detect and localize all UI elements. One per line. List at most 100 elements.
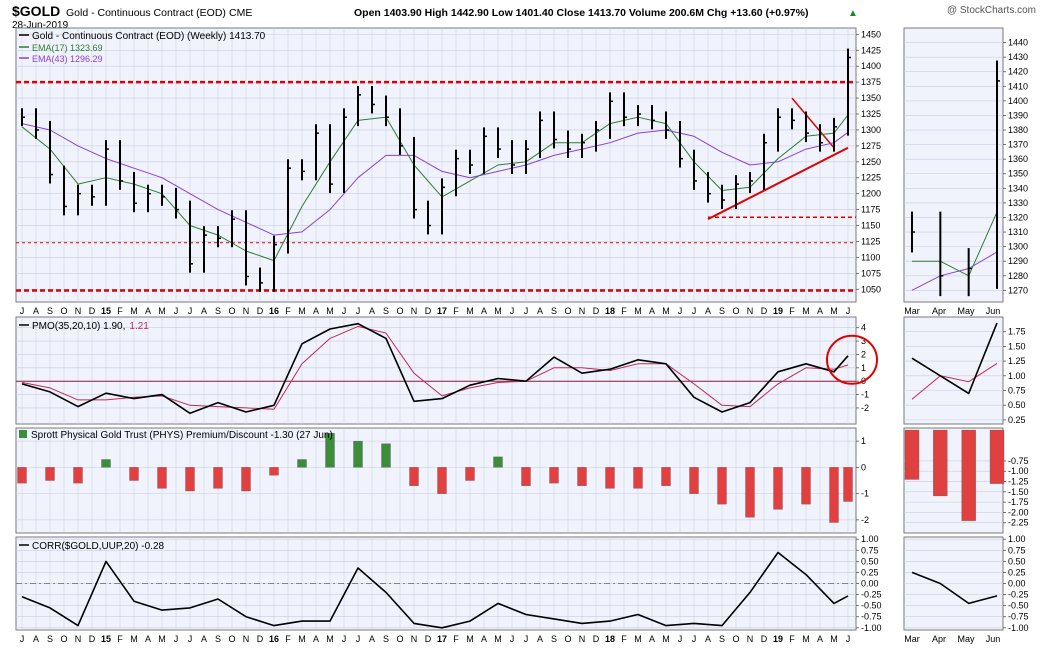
premium-detail-panel — [903, 427, 1004, 534]
x-tick-label: O — [396, 634, 403, 644]
x-tick-label: F — [453, 634, 459, 644]
price-tick-label: 1150 — [861, 221, 880, 231]
pmo-legend-main: PMO(35,20,10) 1.90, — [32, 321, 125, 332]
symbol-label: $GOLD — [12, 3, 60, 19]
x-tick-label: J — [188, 634, 193, 644]
x-tick-label: A — [33, 634, 39, 644]
corr-tick-label: -1.00 — [861, 623, 882, 633]
corr-detail-axis: -1.00-0.75-0.50-0.250.00 0.250.500.751.00 — [904, 534, 1029, 633]
x-tick-label: A — [313, 306, 319, 316]
x-tick-label: N — [747, 306, 754, 316]
premium-detail-tick-label: -1.00 — [1008, 466, 1029, 476]
x-tick-label: Apr — [932, 634, 946, 644]
x-tick-label: A — [145, 634, 151, 644]
x-tick-label: J — [524, 306, 529, 316]
price-tick-label: 1300 — [861, 125, 881, 135]
premium-bar — [45, 467, 55, 481]
pmo-detail-tick-label: 1.50 — [1008, 341, 1026, 351]
x-tick-label: F — [285, 306, 291, 316]
pmo-detail-tick-label: 0.25 — [1008, 415, 1026, 425]
premium-bar — [465, 467, 475, 481]
premium-bar — [549, 467, 559, 484]
x-tick-label: M — [634, 306, 642, 316]
x-tick-label: Mar — [904, 306, 920, 316]
x-tick-label: S — [551, 306, 557, 316]
exchange-label: CME — [229, 7, 252, 19]
price-x-axis: J A S O N D 15 F M A M J J A S O N D 16 F M A M J J A S O N D 17 F M A M J J… — [20, 306, 851, 316]
x-tick-label: S — [47, 306, 53, 316]
x-tick-label: D — [89, 634, 96, 644]
x-tick-label: D — [425, 306, 432, 316]
x-tick-label: N — [411, 306, 418, 316]
pmo-detail-tick-label: 0.50 — [1008, 400, 1026, 410]
corr-detail-tick-label: -0.75 — [1008, 612, 1029, 622]
price-detail-tick-label: 1340 — [1008, 183, 1028, 193]
rising-trendline — [707, 146, 849, 221]
premium-detail-bars — [904, 429, 1005, 521]
x-tick-label: 18 — [605, 634, 615, 644]
corr-detail-tick-label: -0.50 — [1008, 601, 1029, 611]
pmo-highlight-circle — [826, 334, 878, 385]
price-detail-tick-label: 1400 — [1008, 96, 1028, 106]
x-tick-label: D — [257, 306, 264, 316]
premium-axis: -2 -1 0 1 — [16, 436, 869, 525]
premium-detail-tick-label: -2.25 — [1008, 518, 1029, 528]
x-tick-label: D — [761, 306, 768, 316]
x-tick-label: 17 — [437, 634, 447, 644]
corr-detail-tick-label: 0.25 — [1008, 567, 1026, 577]
x-tick-label: J — [846, 634, 851, 644]
price-detail-tick-label: 1280 — [1008, 271, 1028, 281]
price-tick-label: 1425 — [861, 45, 881, 55]
premium-bar — [633, 467, 643, 489]
x-tick-label: J — [510, 306, 515, 316]
pmo-legend-signal: 1.21 — [129, 321, 149, 332]
x-tick-label: M — [634, 634, 642, 644]
x-tick-label: N — [243, 306, 250, 316]
x-tick-label: M — [130, 306, 138, 316]
x-tick-label: N — [747, 634, 754, 644]
x-tick-label: M — [326, 306, 334, 316]
x-tick-label: M — [298, 306, 306, 316]
x-tick-label: 19 — [773, 306, 783, 316]
premium-detail-tick-label: -1.25 — [1008, 477, 1029, 487]
premium-bar — [773, 467, 783, 510]
pmo-tick-label: 3 — [861, 336, 866, 346]
price-detail-tick-label: 1390 — [1008, 110, 1028, 120]
premium-bar — [989, 429, 1005, 484]
premium-panel — [15, 427, 857, 534]
x-tick-label: D — [425, 634, 432, 644]
x-tick-label: N — [243, 634, 250, 644]
x-tick-label: A — [313, 634, 319, 644]
up-arrow-icon: ▲ — [848, 8, 858, 19]
x-tick-label: May — [957, 634, 975, 644]
premium-bar — [101, 459, 111, 468]
x-tick-label: S — [551, 634, 557, 644]
premium-bar — [961, 429, 976, 521]
x-tick-label: Jun — [986, 306, 1001, 316]
price-detail-tick-label: 1350 — [1008, 169, 1028, 179]
x-tick-label: M — [662, 306, 670, 316]
x-tick-label: O — [228, 634, 235, 644]
x-tick-label: O — [732, 634, 739, 644]
premium-bar — [437, 467, 447, 494]
x-tick-label: J — [188, 306, 193, 316]
price-detail-tick-label: 1270 — [1008, 285, 1028, 295]
price-legend: Gold - Continuous Contract (EOD) (Weekly… — [19, 31, 266, 64]
x-tick-label: 16 — [269, 306, 279, 316]
x-tick-label: S — [719, 634, 725, 644]
x-tick-label: A — [649, 306, 655, 316]
premium-bar — [933, 429, 948, 497]
price-tick-label: 1075 — [861, 268, 881, 278]
premium-bar — [577, 467, 587, 486]
price-detail-tick-label: 1430 — [1008, 52, 1028, 62]
corr-detail-tick-label: 0.00 — [1008, 579, 1026, 589]
x-tick-label: S — [719, 306, 725, 316]
pmo-tick-label: 4 — [861, 323, 866, 333]
premium-bar — [241, 467, 251, 492]
price-detail-tick-label: 1370 — [1008, 140, 1028, 150]
x-tick-label: A — [145, 306, 151, 316]
price-detail-tick-label: 1290 — [1008, 256, 1028, 266]
price-tick-label: 1375 — [861, 77, 881, 87]
quote-line: Open 1403.90 High 1442.90 Low 1401.40 Cl… — [354, 7, 808, 19]
x-tick-label: 15 — [101, 306, 111, 316]
